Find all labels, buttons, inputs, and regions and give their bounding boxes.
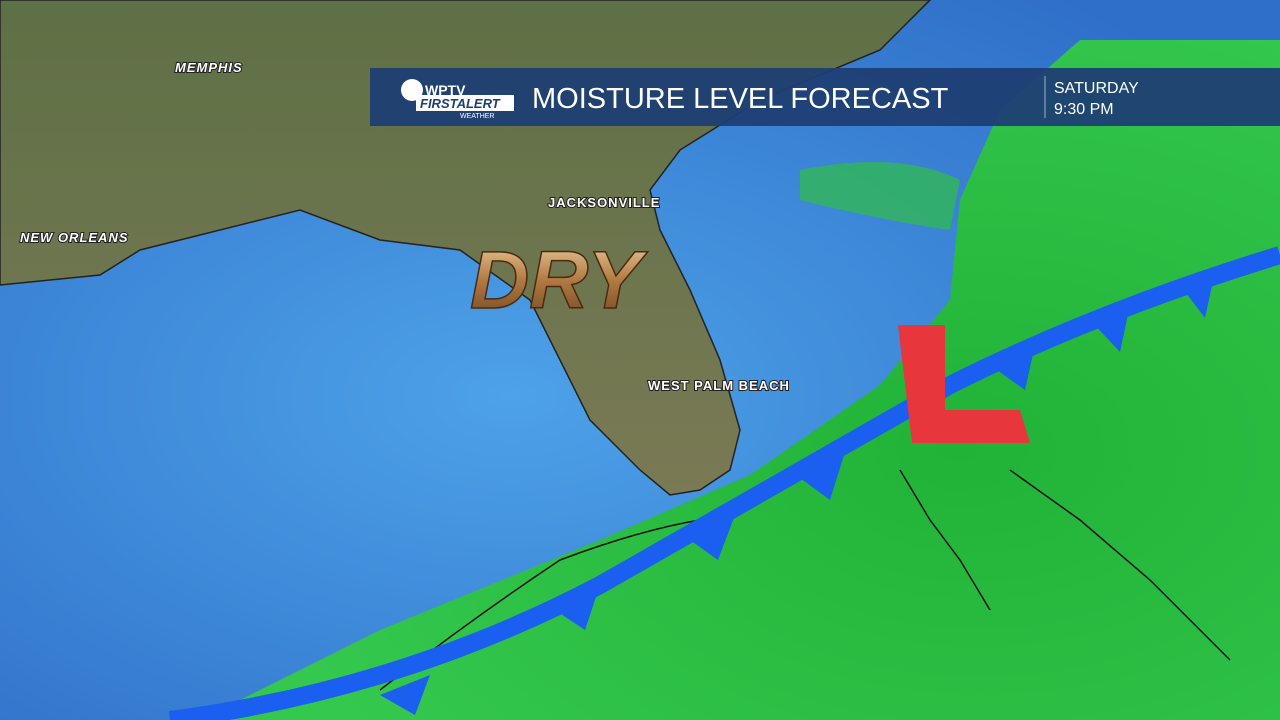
header-title: MOISTURE LEVEL FORECAST <box>532 83 949 115</box>
city-label: NEW ORLEANS <box>20 230 129 245</box>
low-pressure-l <box>898 325 1030 443</box>
logo-sub: WEATHER <box>460 113 494 120</box>
dry-label: DRY <box>470 235 648 326</box>
front-triangles <box>380 272 1215 715</box>
header-day: SATURDAY <box>1054 80 1139 97</box>
city-label: MEMPHIS <box>175 60 243 75</box>
city-label: WEST PALM BEACH <box>648 378 790 393</box>
moisture-area <box>200 40 1280 720</box>
moisture-patch <box>800 162 960 230</box>
logo-brand: FIRSTALERT <box>420 96 501 111</box>
bahamas-coast <box>899 469 1231 661</box>
logo-box <box>416 95 514 111</box>
header-time: 9:30 PM <box>1054 101 1114 118</box>
city-label: JACKSONVILLE <box>548 195 660 210</box>
header-bar <box>370 68 1280 126</box>
logo-channel: WPTV <box>425 82 466 98</box>
